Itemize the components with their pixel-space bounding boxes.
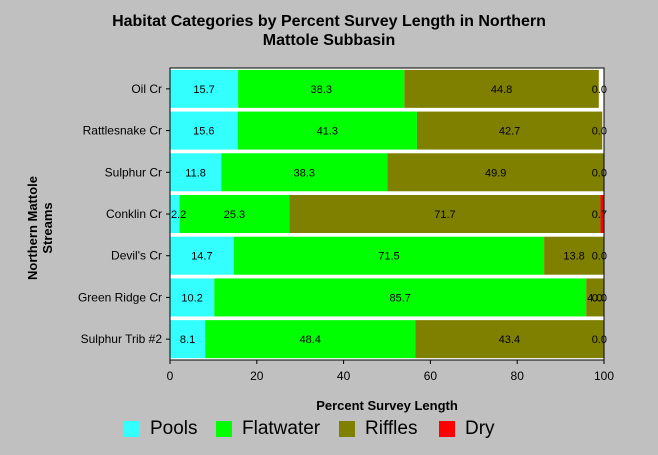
bar-flatwater-4 — [233, 236, 545, 275]
data-label-dry-2: 0.0 — [592, 167, 607, 179]
legend-item-dry: Dry — [439, 416, 495, 442]
category-label-3: Conklin Cr — [106, 207, 162, 221]
legend-label-riffles: Riffles — [365, 418, 418, 439]
bar-flatwater-6 — [205, 320, 416, 359]
data-label-flatwater-5: 85.7 — [390, 292, 411, 304]
bar-pools-3 — [170, 195, 180, 233]
data-label-dry-1: 0.0 — [592, 126, 607, 138]
plot-border — [169, 67, 605, 361]
legend-swatch-flatwater — [216, 421, 232, 437]
data-label-riffles-0: 44.8 — [491, 84, 512, 96]
x-tick-label-2: 40 — [337, 369, 351, 383]
data-label-flatwater-2: 38.3 — [294, 167, 315, 179]
data-label-riffles-6: 43.4 — [499, 334, 520, 346]
bar-riffles-4 — [544, 236, 604, 275]
bar-flatwater-5 — [214, 278, 587, 317]
legend-swatch-riffles — [339, 421, 355, 437]
data-label-riffles-1: 42.7 — [499, 126, 520, 138]
x-axis-label: Percent Survey Length — [316, 398, 458, 413]
x-tick-label-5: 100 — [594, 369, 614, 383]
category-label-4: Devil's Cr — [111, 249, 162, 263]
data-label-riffles-2: 49.9 — [485, 167, 506, 179]
bar-riffles-6 — [415, 320, 604, 359]
bar-pools-1 — [170, 111, 238, 150]
data-label-pools-6: 8.1 — [180, 334, 195, 346]
bar-riffles-0 — [404, 69, 599, 108]
data-label-dry-6: 0.0 — [592, 334, 607, 346]
legend-item-pools: Pools — [124, 416, 198, 442]
bar-riffles-5 — [586, 278, 604, 317]
category-label-5: Green Ridge Cr — [78, 290, 162, 304]
bar-pools-2 — [170, 153, 222, 192]
data-label-dry-4: 0.0 — [592, 251, 607, 263]
data-label-flatwater-3: 25.3 — [224, 209, 245, 221]
bar-dry-3 — [600, 195, 604, 233]
bar-flatwater-1 — [237, 111, 417, 150]
bar-pools-5 — [170, 278, 215, 317]
x-tick-label-0: 0 — [167, 369, 174, 383]
bar-riffles-1 — [416, 111, 603, 150]
data-label-dry-5: 0.0 — [592, 292, 607, 304]
chart-title-line-2: Mattole Subbasin — [262, 32, 396, 49]
category-label-1: Rattlesnake Cr — [83, 124, 162, 138]
bar-riffles-2 — [387, 153, 604, 192]
legend-label-flatwater: Flatwater — [242, 418, 321, 439]
chart-title: Habitat Categories by Percent Survey Len… — [0, 12, 658, 50]
x-tick-label-1: 20 — [250, 369, 264, 383]
data-label-dry-0: 0.0 — [592, 84, 607, 96]
category-label-2: Sulphur Cr — [105, 165, 162, 179]
x-tick-label-4: 80 — [511, 369, 525, 383]
legend: Pools Flatwater Riffles Dry — [0, 416, 658, 442]
data-label-pools-2: 11.8 — [185, 167, 206, 179]
data-label-flatwater-0: 38.3 — [311, 84, 332, 96]
bar-pools-4 — [170, 236, 234, 275]
bar-flatwater-2 — [221, 153, 388, 192]
legend-label-pools: Pools — [150, 418, 198, 439]
chart-title-line-1: Habitat Categories by Percent Survey Len… — [112, 13, 546, 30]
data-label-pools-5: 10.2 — [181, 292, 202, 304]
legend-item-riffles: Riffles — [339, 416, 417, 442]
legend-label-dry: Dry — [465, 418, 495, 439]
data-label-flatwater-1: 41.3 — [317, 126, 338, 138]
legend-swatch-pools — [124, 421, 140, 437]
data-label-pools-4: 14.7 — [191, 251, 212, 263]
data-label-flatwater-4: 71.5 — [378, 251, 399, 263]
legend-swatch-dry — [439, 421, 455, 437]
data-label-flatwater-6: 48.4 — [299, 334, 320, 346]
bar-flatwater-3 — [179, 195, 290, 233]
bar-riffles-3 — [289, 195, 601, 233]
bar-flatwater-0 — [238, 69, 405, 108]
category-label-6: Sulphur Trib #2 — [81, 332, 163, 346]
legend-item-flatwater: Flatwater — [216, 416, 320, 442]
data-label-pools-3: 2.2 — [171, 209, 186, 221]
data-label-riffles-5: 4.0 — [587, 292, 602, 304]
data-label-pools-1: 15.6 — [193, 126, 214, 138]
x-tick-label-3: 60 — [424, 369, 438, 383]
data-label-dry-3: 0.7 — [592, 209, 607, 221]
bar-pools-0 — [170, 69, 239, 108]
data-label-riffles-3: 71.7 — [434, 209, 455, 221]
category-label-0: Oil Cr — [131, 82, 162, 96]
data-label-pools-0: 15.7 — [193, 84, 214, 96]
bar-pools-6 — [170, 320, 206, 359]
data-label-riffles-4: 13.8 — [563, 251, 584, 263]
